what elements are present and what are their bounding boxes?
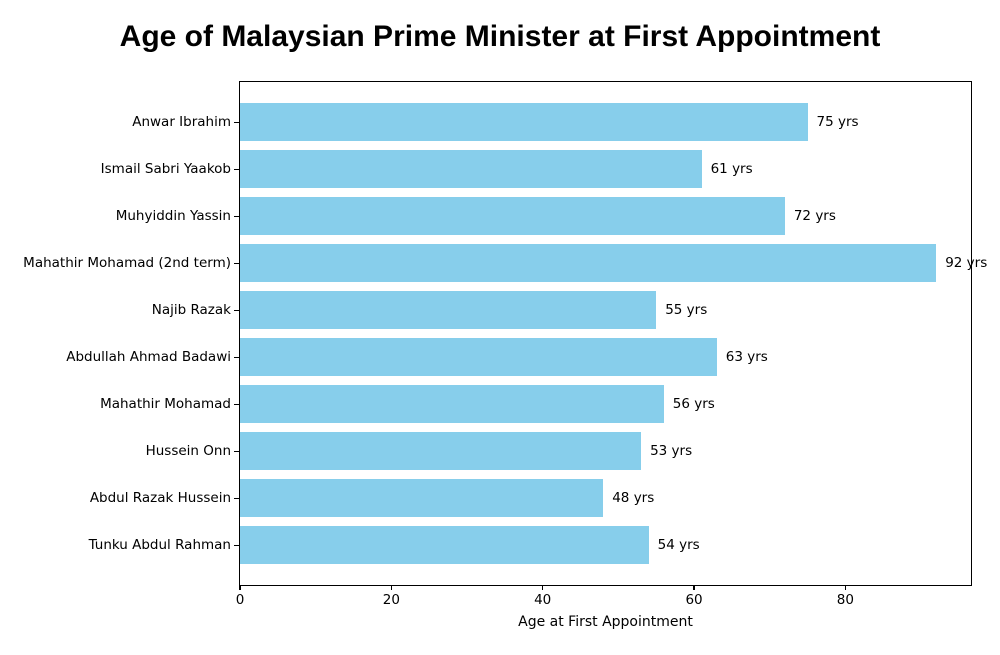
bar [240,479,604,517]
bar-row: 63 yrs [240,338,971,376]
y-category-label: Muhyiddin Yassin [115,208,231,224]
y-tick-mark [234,309,239,311]
y-tick-mark [234,497,239,499]
y-tick-mark [234,544,239,546]
plot-area: 75 yrs 61 yrs 72 yrs 92 yrs 55 yrs 63 yrs 56 y… [239,81,987,586]
bar-value-label: 54 yrs [657,537,700,553]
y-tick-mark [234,215,239,217]
x-axis-label: Age at First Appointment [518,614,693,630]
y-tick-mark [234,168,239,170]
bar [240,244,937,282]
chart-title: Age of Malaysian Prime Minister at First… [119,20,881,53]
y-tick-mark [234,450,239,452]
x-tick-label: 0 [235,592,245,608]
x-tick-mark [390,585,392,590]
y-category-label: Hussein Onn [145,443,231,459]
bar [240,432,642,470]
y-tick-mark [234,356,239,358]
x-tick-mark [844,585,846,590]
bar-value-label: 56 yrs [672,396,715,412]
bar-row: 61 yrs [240,150,971,188]
bar-row: 92 yrs [240,244,987,282]
bar-row: 48 yrs [240,479,971,517]
bar [240,338,717,376]
bar-row: 54 yrs [240,526,971,564]
x-tick-label: 40 [534,592,552,608]
bar-value-label: 63 yrs [725,349,768,365]
x-tick-label: 20 [382,592,400,608]
bar-value-label: 48 yrs [612,490,655,506]
bar-value-label: 72 yrs [793,208,836,224]
bar-value-label: 61 yrs [710,161,753,177]
bar [240,197,785,235]
bar-value-label: 53 yrs [650,443,693,459]
bar-row: 55 yrs [240,291,971,329]
y-tick-mark [234,403,239,405]
y-tick-mark [234,262,239,264]
y-category-label: Abdul Razak Hussein [89,490,231,506]
bar-value-label: 75 yrs [816,114,859,130]
bar-row: 56 yrs [240,385,971,423]
y-tick-mark [234,121,239,123]
bar-value-label: 55 yrs [665,302,708,318]
bar [240,385,664,423]
bar [240,150,702,188]
x-tick-mark [542,585,544,590]
y-category-label: Najib Razak [151,302,231,318]
x-tick-label: 80 [836,592,854,608]
y-category-label: Ismail Sabri Yaakob [100,161,231,177]
x-tick-label: 60 [685,592,703,608]
bar [240,291,657,329]
y-category-label: Tunku Abdul Rahman [88,537,231,553]
x-tick-mark [693,585,695,590]
bar-row: 72 yrs [240,197,971,235]
y-category-label: Mahathir Mohamad (2nd term) [23,255,231,271]
bar-value-label: 92 yrs [945,255,988,271]
y-category-label: Mahathir Mohamad [100,396,231,412]
bar-row: 75 yrs [240,103,971,141]
bar-row: 53 yrs [240,432,971,470]
x-tick-mark [239,585,241,590]
y-category-label: Anwar Ibrahim [132,114,231,130]
y-category-label: Abdullah Ahmad Badawi [66,349,231,365]
bar [240,103,808,141]
bar [240,526,649,564]
